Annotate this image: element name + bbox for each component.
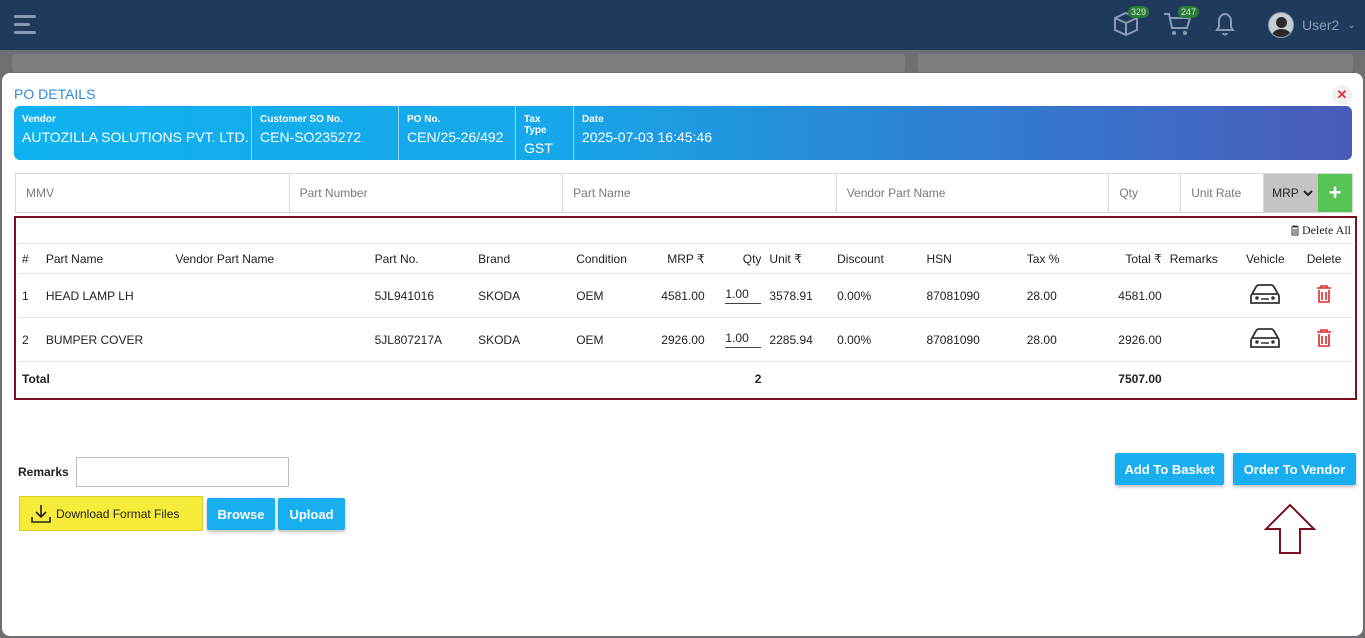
col-header: Condition [572,243,642,274]
cart-icon[interactable]: 247 [1162,6,1200,41]
arrow-up-icon [1263,503,1317,554]
table-row: 2 BUMPER COVER 5JL807217A SKODA OEM 2926… [18,317,1353,362]
parts-table: # Part Name Vendor Part Name Part No. Br… [18,243,1353,396]
col-header: Vehicle [1235,243,1296,274]
qty-input[interactable]: Qty [1109,174,1182,212]
col-header: # [18,243,42,274]
date-info: Date 2025-07-03 16:45:46 [582,114,712,145]
avatar [1268,12,1294,38]
download-icon [31,504,51,523]
cube-badge: 329 [1128,6,1150,18]
delete-icon[interactable] [1316,285,1332,303]
unit-rate-input[interactable]: Unit Rate [1181,174,1265,212]
table-row: 1 HEAD LAMP LH 5JL941016 SKODA OEM 4581.… [18,273,1353,318]
qty-field[interactable]: 1.00 [725,331,762,348]
col-header: Qty [708,243,766,274]
col-header: Tax % [1022,243,1079,274]
total-label: Total [22,371,50,386]
col-header: Remarks [1165,243,1236,274]
user-name: User2 [1302,17,1340,33]
remarks-input[interactable] [76,457,289,487]
car-icon[interactable] [1249,282,1281,306]
browse-button[interactable]: Browse [207,498,275,530]
parts-table-box: Delete All # Part Name Vendor Part Name … [14,216,1357,400]
trash-icon [1291,225,1300,236]
vendor-info: Vendor AUTOZILLA SOLUTIONS PVT. LTD. [14,106,252,160]
vendor-part-name-input[interactable]: Vendor Part Name [837,174,1110,212]
add-part-button[interactable]: + [1318,174,1352,212]
chevron-down-icon: ⌄ [1347,19,1356,31]
app-header: 329 247 User2 ⌄ [0,0,1365,50]
col-header: Brand [474,243,573,274]
po-number-info: PO No. CEN/25-26/492 [399,106,516,160]
add-part-row: MMV Part Number Part Name Vendor Part Na… [15,173,1353,213]
price-type-value: MRP [1272,186,1299,200]
price-type-select[interactable]: MRP [1264,174,1319,212]
cart-badge: 247 [1178,6,1200,18]
bell-icon[interactable] [1212,10,1238,41]
cube-icon[interactable]: 329 [1112,6,1150,41]
col-header: Vendor Part Name [171,243,371,274]
col-header: Part No. [370,243,475,274]
po-info-bar: Vendor AUTOZILLA SOLUTIONS PVT. LTD. Cus… [14,106,1352,160]
col-header: Delete [1295,243,1353,274]
delete-icon[interactable] [1316,329,1332,347]
remarks-label: Remarks [18,465,69,479]
background-panel [918,54,1353,72]
delete-all-button[interactable]: Delete All [1290,223,1351,238]
mmv-input[interactable]: MMV [16,174,290,212]
add-to-basket-button[interactable]: Add To Basket [1115,453,1224,485]
upload-button[interactable]: Upload [278,498,345,530]
menu-icon[interactable] [14,15,38,39]
col-header: Part Name [41,243,172,274]
total-row: Total 2 7507.00 [18,362,1353,396]
close-button[interactable]: ✕ [1332,85,1352,105]
total-amount: 7507.00 [1118,371,1162,386]
chevron-down-icon [1303,190,1313,197]
customer-so-info: Customer SO No. CEN-SO235272 [252,106,399,160]
po-details-modal: PO DETAILS ✕ Vendor AUTOZILLA SOLUTIONS … [2,73,1363,636]
part-number-input[interactable]: Part Number [290,174,564,212]
col-header: MRP ₹ [641,243,709,274]
order-to-vendor-button[interactable]: Order To Vendor [1233,453,1356,485]
qty-field[interactable]: 1.00 [725,287,762,304]
background-panel [12,54,905,72]
car-icon[interactable] [1249,326,1281,350]
col-header: Total ₹ [1078,243,1166,274]
col-header: Discount [833,243,923,274]
total-qty: 2 [754,371,762,386]
download-format-button[interactable]: Download Format Files [19,496,203,531]
part-name-input[interactable]: Part Name [563,174,837,212]
modal-title: PO DETAILS [14,86,96,102]
tax-type-info: Tax Type GST [516,106,574,160]
user-menu[interactable]: User2 ⌄ [1268,12,1356,38]
col-header: HSN [922,243,1023,274]
table-header-row: # Part Name Vendor Part Name Part No. Br… [18,243,1353,274]
col-header: Unit ₹ [765,243,834,274]
